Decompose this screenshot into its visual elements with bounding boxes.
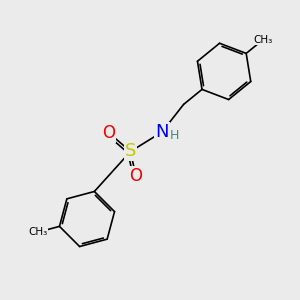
Text: CH₃: CH₃ [29, 227, 48, 237]
Text: O: O [102, 124, 116, 142]
Text: N: N [155, 123, 169, 141]
Text: CH₃: CH₃ [254, 34, 273, 45]
Text: S: S [125, 142, 136, 160]
Text: H: H [170, 129, 179, 142]
Text: O: O [129, 167, 142, 185]
